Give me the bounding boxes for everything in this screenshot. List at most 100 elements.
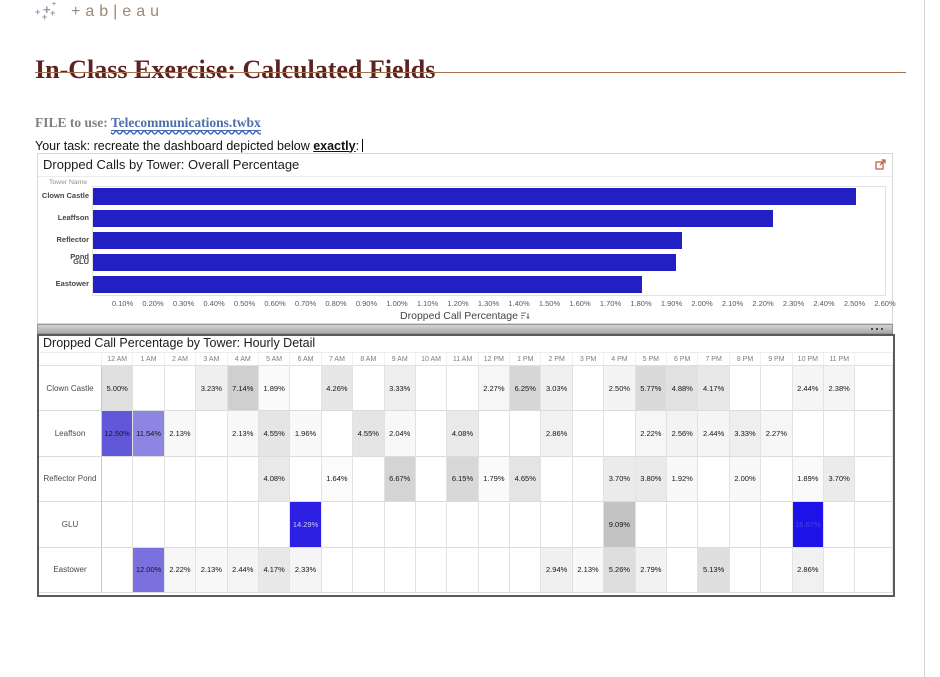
bar[interactable] [93, 254, 676, 271]
heatmap-column-header[interactable]: 8 AM [353, 353, 385, 366]
bar[interactable] [93, 232, 682, 249]
bar[interactable] [93, 210, 774, 227]
heatmap-cell[interactable]: 4.65% [510, 456, 542, 503]
bar-category-label[interactable]: Eastower [55, 279, 89, 288]
heatmap-cell[interactable]: 2.22% [164, 547, 197, 593]
heatmap-column-header[interactable]: 8 PM [729, 353, 762, 366]
heatmap-column-header[interactable]: 2 PM [541, 353, 573, 366]
heatmap-row-label[interactable]: Clown Castle [39, 366, 102, 412]
heatmap-cell[interactable]: 1.79% [478, 456, 511, 503]
heatmap-column-header[interactable]: 1 AM [133, 353, 165, 366]
heatmap-cell[interactable]: 1.89% [258, 366, 291, 412]
heatmap-column-header[interactable]: 11 AM [447, 353, 479, 366]
heatmap-cell[interactable]: 2.27% [478, 366, 511, 412]
heatmap-cell[interactable]: 2.44% [227, 547, 259, 593]
bar[interactable] [93, 276, 642, 293]
heatmap-column-header[interactable]: 6 AM [290, 353, 322, 366]
heatmap-cell[interactable]: 6.15% [447, 456, 479, 503]
heatmap-column-header[interactable]: 12 AM [102, 353, 134, 366]
heatmap-cell[interactable]: 5.26% [604, 547, 636, 593]
bar-category-label[interactable]: Leaffson [57, 213, 89, 222]
heatmap-cell[interactable]: 2.04% [384, 411, 416, 457]
heatmap-cell[interactable]: 2.50% [604, 366, 636, 412]
heatmap-cell[interactable]: 5.13% [698, 547, 730, 593]
bar-category-label[interactable]: Reflector Pond [56, 235, 89, 261]
heatmap-cell[interactable]: 2.44% [698, 411, 730, 457]
heatmap-cell[interactable]: 3.03% [541, 366, 573, 412]
heatmap-cell[interactable]: 3.33% [384, 366, 416, 412]
heatmap-column-header[interactable]: 9 AM [384, 353, 416, 366]
heatmap-column-header[interactable]: 5 AM [258, 353, 291, 366]
heatmap-column-header[interactable]: 6 PM [667, 353, 699, 366]
heatmap-cell[interactable]: 2.79% [635, 547, 668, 593]
heatmap-cell[interactable]: 12.00% [133, 547, 165, 593]
heatmap-cell[interactable]: 2.33% [290, 547, 322, 593]
file-link[interactable]: Telecommunications.twbx [110, 114, 261, 131]
heatmap-column-header[interactable]: 12 PM [478, 353, 511, 366]
heatmap-cell[interactable]: 6.67% [384, 456, 416, 503]
heatmap-column-header[interactable]: 7 AM [321, 353, 354, 366]
axis-label[interactable]: Dropped Call Percentage [38, 310, 892, 322]
heatmap-row-label[interactable]: Eastower [39, 547, 102, 593]
heatmap-cell[interactable]: 2.38% [823, 366, 856, 412]
sort-descending-icon[interactable] [520, 312, 530, 320]
heatmap-cell[interactable]: 4.55% [258, 411, 291, 457]
heatmap-cell[interactable]: 1.96% [290, 411, 322, 457]
heatmap-cell[interactable]: 2.00% [729, 456, 762, 503]
heatmap-column-header[interactable]: 4 PM [604, 353, 636, 366]
heatmap-cell[interactable]: 2.27% [761, 411, 793, 457]
heatmap-cell[interactable]: 2.13% [196, 547, 228, 593]
heatmap-cell[interactable]: 2.86% [792, 547, 824, 593]
heatmap-cell[interactable]: 6.25% [510, 366, 542, 412]
heatmap-column-header[interactable]: 5 PM [635, 353, 668, 366]
heatmap-column-header[interactable]: 10 AM [415, 353, 448, 366]
heatmap-cell[interactable]: 2.13% [227, 411, 259, 457]
heatmap-cell[interactable]: 1.92% [667, 456, 699, 503]
heatmap-cell[interactable]: 2.56% [667, 411, 699, 457]
heatmap-cell[interactable]: 4.88% [667, 366, 699, 412]
heatmap-cell[interactable]: 5.77% [635, 366, 668, 412]
heatmap-cell[interactable]: 2.44% [792, 366, 824, 412]
heatmap-cell[interactable]: 2.94% [541, 547, 573, 593]
heatmap-cell[interactable]: 1.89% [792, 456, 824, 503]
heatmap-cell[interactable]: 4.08% [447, 411, 479, 457]
heatmap-column-header[interactable]: 7 PM [698, 353, 730, 366]
heatmap-row-label[interactable]: GLU [39, 502, 102, 548]
heatmap-column-header[interactable]: 11 PM [823, 353, 856, 366]
heatmap-column-header[interactable]: 3 PM [572, 353, 605, 366]
heatmap-column-header[interactable]: 1 PM [510, 353, 542, 366]
heatmap-cell[interactable]: 3.70% [823, 456, 856, 503]
heatmap-cell[interactable]: 2.13% [572, 547, 605, 593]
heatmap-cell[interactable]: 4.17% [258, 547, 291, 593]
heatmap-cell[interactable]: 1.64% [321, 456, 354, 503]
heatmap-column-header[interactable]: 4 AM [227, 353, 259, 366]
heatmap-cell[interactable]: 3.70% [604, 456, 636, 503]
heatmap-cell[interactable]: 11.54% [133, 411, 165, 457]
heatmap-cell[interactable]: 4.08% [258, 456, 291, 503]
heatmap-cell[interactable]: 12.50% [102, 411, 134, 457]
heatmap-cell[interactable]: 3.23% [196, 366, 228, 412]
heatmap-cell[interactable]: 3.33% [729, 411, 762, 457]
heatmap-row-label[interactable]: Reflector Pond [39, 456, 102, 503]
heatmap-cell[interactable]: 2.86% [541, 411, 573, 457]
bar-category-label[interactable]: Clown Castle [41, 191, 89, 200]
heatmap-column-header[interactable]: 9 PM [761, 353, 793, 366]
heatmap-column-header[interactable]: 10 PM [792, 353, 824, 366]
heatmap-cell[interactable]: 16.67% [792, 502, 824, 548]
bar-category-label[interactable]: GLU [73, 257, 89, 266]
heatmap-cell[interactable]: 3.80% [635, 456, 668, 503]
heatmap-cell[interactable]: 9.09% [604, 502, 636, 548]
heatmap-cell[interactable]: 7.14% [227, 366, 259, 412]
heatmap-column-header[interactable]: 3 AM [196, 353, 228, 366]
heatmap-cell[interactable]: 4.55% [353, 411, 385, 457]
heatmap-cell[interactable]: 4.26% [321, 366, 354, 412]
heatmap-cell[interactable]: 5.00% [102, 366, 134, 412]
horizontal-scrollbar[interactable] [37, 324, 893, 334]
heatmap-row-label[interactable]: Leaffson [39, 411, 102, 457]
heatmap-column-header[interactable]: 2 AM [164, 353, 197, 366]
heatmap-cell[interactable]: 14.29% [290, 502, 322, 548]
heatmap-cell[interactable]: 2.22% [635, 411, 668, 457]
bar[interactable] [93, 188, 856, 205]
heatmap-cell[interactable]: 2.13% [164, 411, 197, 457]
heatmap-cell[interactable]: 4.17% [698, 366, 730, 412]
